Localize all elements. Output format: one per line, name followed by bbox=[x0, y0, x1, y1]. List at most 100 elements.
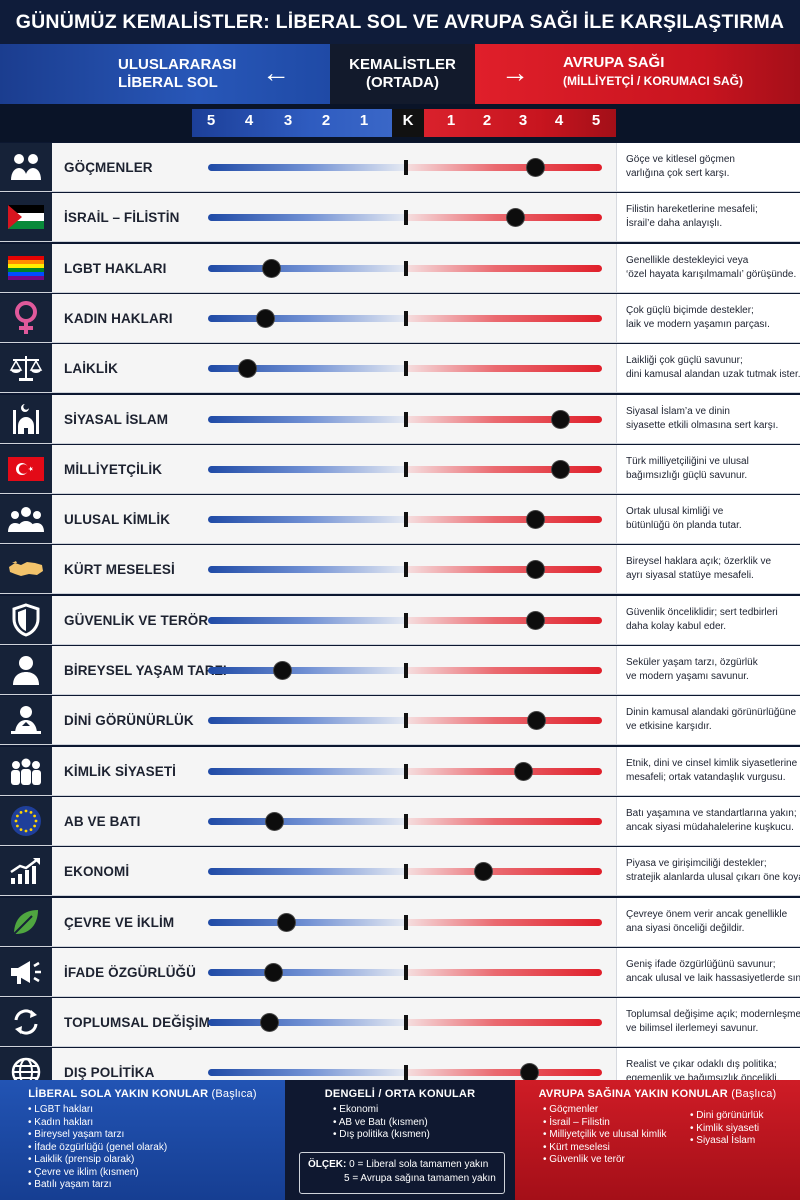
track-left-segment bbox=[208, 566, 404, 573]
position-marker bbox=[552, 411, 569, 428]
description-line: Çevreye önem verir ancak genellikle bbox=[626, 909, 788, 920]
track-left-segment bbox=[208, 717, 404, 724]
description-line: bütünlüğü ön planda tutar. bbox=[626, 520, 742, 531]
track-right-segment bbox=[408, 516, 602, 523]
position-marker bbox=[528, 712, 545, 729]
track-center-marker bbox=[404, 160, 408, 175]
topic-description: Genellikle destekleyici veya ‘özel hayata… bbox=[616, 244, 800, 292]
group-icon bbox=[0, 495, 52, 543]
topic-description: Dinin kamusal alandaki görünürlüğüne ve e… bbox=[616, 696, 800, 744]
description-line: stratejik alanlarda ulusal çıkarı öne ko… bbox=[626, 872, 800, 883]
footer-list-item: AB ve Batı (kısmen) bbox=[333, 1117, 430, 1130]
track-center-marker bbox=[404, 864, 408, 879]
position-track bbox=[208, 915, 602, 930]
topic-description: Göçe ve kitlesel göçmen varlığına çok ser… bbox=[616, 143, 800, 191]
track-left-segment bbox=[208, 1069, 404, 1076]
topic-description: Toplumsal değişime açık; modernleşme ve b… bbox=[616, 998, 800, 1046]
scale-left-5: 5 bbox=[206, 112, 216, 129]
header-kemalists-center: KEMALİSTLER (ORTADA) bbox=[330, 44, 475, 104]
header-left-line2: LİBERAL SOL bbox=[118, 74, 218, 91]
position-track bbox=[208, 764, 602, 779]
footer-list-item: Batılı yaşam tarzı bbox=[28, 1179, 167, 1192]
description-line: ve bilimsel ilerlemeyi savunur. bbox=[626, 1023, 759, 1034]
description-line: Güvenlik önceliklidir; sert tedbirleri bbox=[626, 607, 778, 618]
topic-row: LAİKLİK Laikliği çok güçlü savunur; dini k… bbox=[0, 344, 800, 393]
track-right-segment bbox=[408, 617, 602, 624]
footer-right-topics: AVRUPA SAĞINA YAKIN KONULAR (Başlıca) Gö… bbox=[515, 1080, 800, 1200]
topic-description: Geniş ifade özgürlüğünü savunur; ancak ul… bbox=[616, 948, 800, 996]
position-marker bbox=[552, 461, 569, 478]
position-track bbox=[208, 361, 602, 376]
position-track bbox=[208, 311, 602, 326]
position-marker bbox=[515, 763, 532, 780]
description-line: Ortak ulusal kimliği ve bbox=[626, 506, 724, 517]
description-line: Batı yaşamına ve standartlarına yakın; bbox=[626, 808, 797, 819]
crowd-icon bbox=[0, 747, 52, 795]
scale-legend-title: ÖLÇEK: bbox=[308, 1159, 347, 1170]
position-track bbox=[208, 814, 602, 829]
footer-left-title: LİBERAL SOLA YAKIN KONULAR (Başlıca) bbox=[28, 1088, 257, 1100]
megaphone-icon bbox=[0, 948, 52, 996]
topic-description: Filistin hareketlerine mesafeli; İsrail’e… bbox=[616, 193, 800, 241]
position-track bbox=[208, 663, 602, 678]
track-center-marker bbox=[404, 965, 408, 980]
position-track bbox=[208, 512, 602, 527]
description-line: egemenlik ve bağımsızlık öncelikli. bbox=[626, 1073, 780, 1084]
topic-label: GÖÇMENLER bbox=[64, 159, 153, 175]
position-marker bbox=[263, 260, 280, 277]
track-right-segment bbox=[408, 969, 602, 976]
track-center-marker bbox=[404, 613, 408, 628]
description-line: İsrail’e daha anlayışlı. bbox=[626, 218, 723, 229]
topic-label: BİREYSEL YAŞAM TARZI bbox=[64, 662, 227, 678]
topic-row: GÜVENLİK VE TERÖR Güvenlik önceliklidir; … bbox=[0, 596, 800, 645]
header-liberal-left: ULUSLARARASI LİBERAL SOL ← bbox=[0, 44, 330, 104]
description-line: varlığına çok sert karşı. bbox=[626, 168, 730, 179]
track-center-marker bbox=[404, 814, 408, 829]
topic-label: MİLLİYETÇİLİK bbox=[64, 461, 163, 477]
track-left-segment bbox=[208, 315, 404, 322]
scale-left-1: 1 bbox=[359, 112, 369, 129]
track-center-marker bbox=[404, 311, 408, 326]
description-line: Siyasal İslam’a ve dinin bbox=[626, 406, 730, 417]
topic-label: TOPLUMSAL DEĞİŞİM bbox=[64, 1014, 210, 1030]
topic-label: EKONOMİ bbox=[64, 863, 130, 879]
topic-description: Etnik, dini ve cinsel kimlik siyasetleri… bbox=[616, 747, 800, 795]
track-left-segment bbox=[208, 164, 404, 171]
footer-list-item: Siyasal İslam bbox=[690, 1135, 764, 1148]
topic-row: ÇEVRE VE İKLİM Çevreye önem verir ancak g… bbox=[0, 898, 800, 947]
track-right-segment bbox=[408, 466, 602, 473]
position-marker bbox=[475, 863, 492, 880]
position-track bbox=[208, 210, 602, 225]
topic-row: DİNİ GÖRÜNÜRLÜK Dinin kamusal alandaki gö… bbox=[0, 696, 800, 745]
track-right-segment bbox=[408, 667, 602, 674]
female-symbol-icon bbox=[0, 294, 52, 342]
footer-list-item: Kimlik siyaseti bbox=[690, 1123, 764, 1136]
arrow-right-icon: → bbox=[501, 57, 529, 88]
track-left-segment bbox=[208, 768, 404, 775]
description-line: Filistin hareketlerine mesafeli; bbox=[626, 204, 758, 215]
track-center-marker bbox=[404, 261, 408, 276]
topic-row: İSRAİL – FİLİSTİN Filistin hareketlerine … bbox=[0, 193, 800, 242]
topic-row: SİYASAL İSLAM Siyasal İslam’a ve dinin siy… bbox=[0, 395, 800, 444]
header-middle-line1: KEMALİSTLER bbox=[349, 56, 456, 73]
page-title: GÜNÜMÜZ KEMALİSTLER: LİBERAL SOL VE AVRU… bbox=[0, 0, 800, 44]
track-center-marker bbox=[404, 764, 408, 779]
track-center-marker bbox=[404, 1015, 408, 1030]
footer-list-item: Göçmenler bbox=[543, 1104, 667, 1117]
header-middle-line2: (ORTADA) bbox=[365, 74, 440, 91]
track-center-marker bbox=[404, 713, 408, 728]
track-right-segment bbox=[408, 315, 602, 322]
scale-left-2: 2 bbox=[321, 112, 331, 129]
topic-description: Türk milliyetçiliğini ve ulusal bağımsızl… bbox=[616, 445, 800, 493]
description-line: ve modern yaşamı savunur. bbox=[626, 671, 749, 682]
topic-row: TOPLUMSAL DEĞİŞİM Toplumsal değişime açık… bbox=[0, 998, 800, 1047]
topic-row: GÖÇMENLER Göçe ve kitlesel göçmen varlığın… bbox=[0, 143, 800, 192]
position-marker bbox=[507, 209, 524, 226]
description-line: Bireysel haklara açık; özerklik ve bbox=[626, 556, 772, 567]
scale-right-3: 3 bbox=[518, 112, 528, 129]
topic-description: Bireysel haklara açık; özerklik ve ayrı s… bbox=[616, 545, 800, 593]
position-marker bbox=[266, 813, 283, 830]
description-line: Toplumsal değişime açık; modernleşme bbox=[626, 1009, 800, 1020]
topic-label: KİMLİK SİYASETİ bbox=[64, 763, 177, 779]
description-line: ana siyasi önceliği değildir. bbox=[626, 923, 745, 934]
